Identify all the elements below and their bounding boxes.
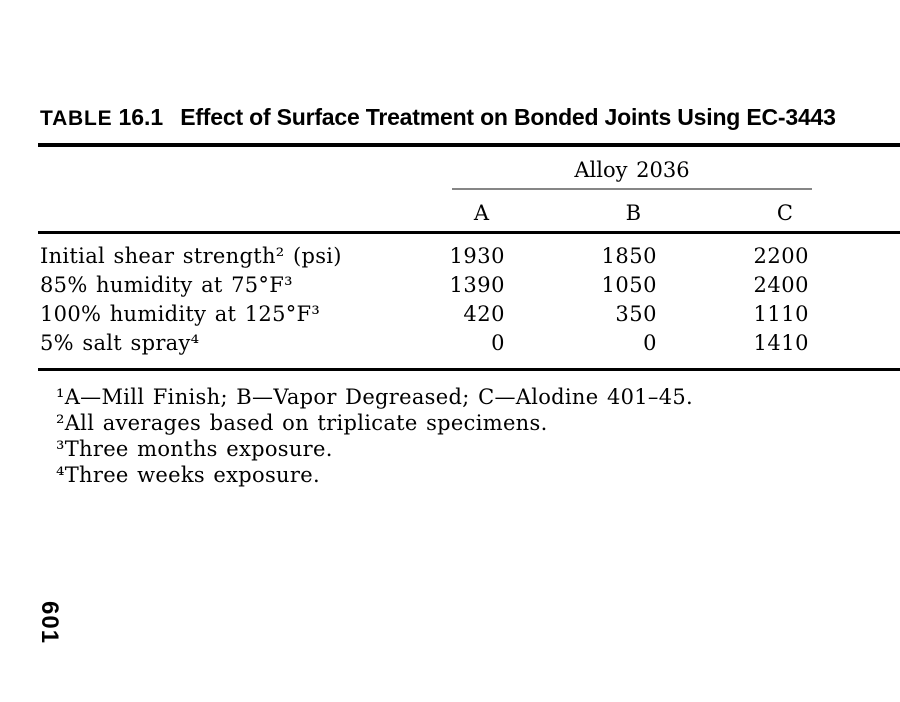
row-label: 5% salt spray⁴ xyxy=(40,331,200,355)
spanner-rule xyxy=(452,188,812,190)
cell-value: 1930 xyxy=(449,244,505,268)
column-header-b: B xyxy=(625,201,641,225)
column-header-c: C xyxy=(776,201,793,225)
top-rule xyxy=(38,143,900,147)
column-group-header: Alloy 2036 xyxy=(574,158,690,182)
cell-value: 420 xyxy=(463,302,505,326)
footnotes: ¹A—Mill Finish; B—Vapor Degreased; C—Alo… xyxy=(56,384,836,488)
footnote-3: ³Three months exposure. xyxy=(56,437,333,461)
stub-header-empty xyxy=(40,200,353,226)
footnote-2: ²All averages based on triplicate specim… xyxy=(56,411,548,435)
header-rule xyxy=(38,231,900,234)
cell-value: 2400 xyxy=(753,273,809,297)
cell-value: 1850 xyxy=(601,244,657,268)
cell-value: 1410 xyxy=(753,331,809,355)
table-body: Initial shear strength² (psi) 1930 1850 … xyxy=(40,242,809,358)
table-number: 16.1 xyxy=(118,104,164,130)
table-title: Effect of Surface Treatment on Bonded Jo… xyxy=(180,104,836,130)
row-label: 100% humidity at 125°F³ xyxy=(40,302,321,326)
cell-value: 2200 xyxy=(753,244,809,268)
column-headers: A B C xyxy=(40,200,809,226)
table-kicker: TABLE xyxy=(40,107,113,130)
row-label: 85% humidity at 75°F³ xyxy=(40,273,293,297)
cell-value: 0 xyxy=(491,331,505,355)
cell-value: 1390 xyxy=(449,273,505,297)
footnote-4: ⁴Three weeks exposure. xyxy=(56,463,320,487)
footnote-1: ¹A—Mill Finish; B—Vapor Degreased; C—Alo… xyxy=(56,385,694,409)
cell-value: 1110 xyxy=(753,302,809,326)
row-label: Initial shear strength² (psi) xyxy=(40,244,342,268)
column-header-a: A xyxy=(473,201,489,225)
table-caption: TABLE 16.1 Effect of Surface Treatment on … xyxy=(40,103,900,135)
bottom-rule xyxy=(38,368,900,371)
cell-value: 0 xyxy=(643,331,657,355)
cell-value: 350 xyxy=(615,302,657,326)
cell-value: 1050 xyxy=(601,273,657,297)
page-number: 601 xyxy=(36,601,63,645)
